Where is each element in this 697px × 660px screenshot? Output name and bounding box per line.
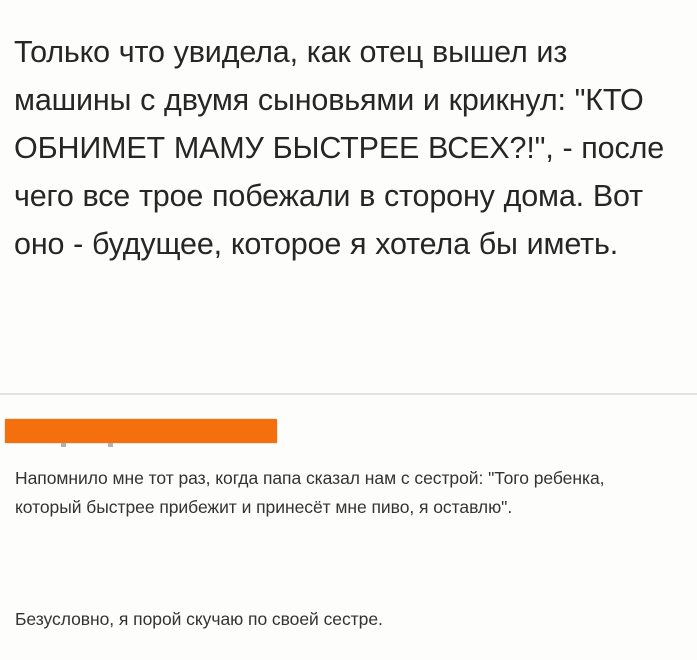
comment-text: Напомнило мне тот раз, когда папа сказал… — [15, 468, 610, 517]
orange-redaction-bar — [5, 419, 277, 443]
post-text: Только что увидела, как отец вышел из ма… — [14, 35, 673, 261]
section-divider — [0, 393, 697, 395]
redaction-descender-artifacts — [5, 443, 277, 448]
comment-closing-text: Безусловно, я порой скучаю по своей сест… — [15, 609, 383, 629]
redacted-author-name — [5, 419, 277, 447]
descender-mark-2 — [108, 443, 113, 447]
descender-mark-1 — [61, 443, 66, 447]
